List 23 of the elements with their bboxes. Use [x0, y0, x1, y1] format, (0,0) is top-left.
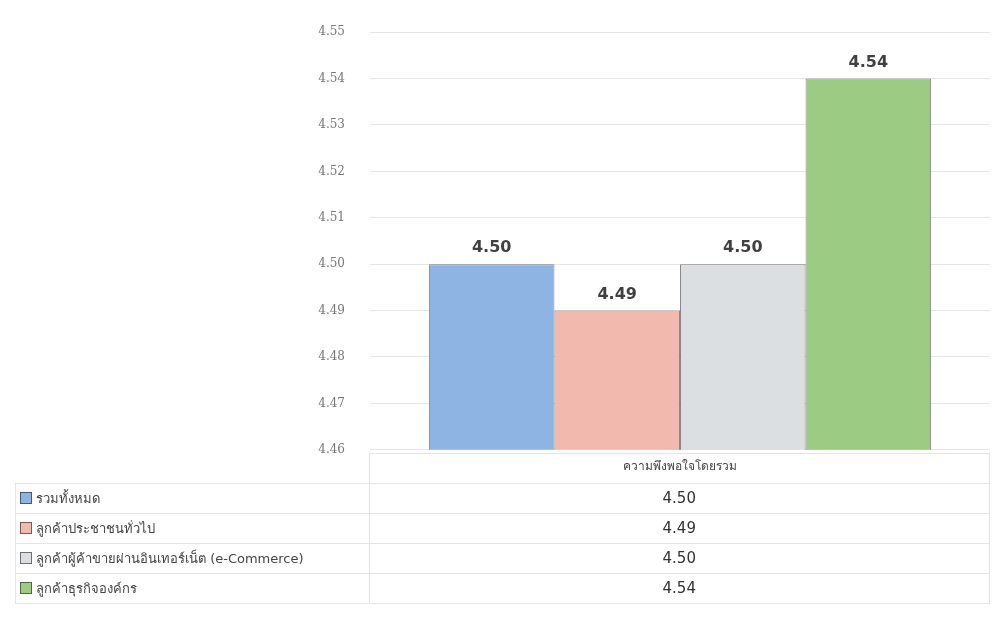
x-tick-label: ความพึงพอใจโดยรวม: [623, 459, 737, 474]
text: 4.50: [662, 549, 696, 567]
legend-label: รวมทั้งหมด: [15, 483, 369, 513]
y-tick-label: 4.51: [318, 209, 345, 224]
legend-label: ลูกค้าผู้ค้าขายผ่านอินเทอร์เน็ต (e-Commerce): [15, 543, 369, 573]
data-label: 4.50: [723, 237, 763, 257]
y-tick-label: 4.50: [318, 256, 345, 271]
data-label: 4.50: [471, 237, 512, 257]
y-tick-label: 4.52: [318, 163, 345, 178]
text: 4.54: [662, 579, 696, 597]
y-tick-label: 4.48: [318, 349, 345, 364]
y-tick-label: 4.53: [318, 117, 345, 132]
legend-label: ลูกค้าประชาชนทั่วไป: [15, 513, 369, 543]
text: 4.49: [662, 519, 696, 537]
data-label: 4.49: [597, 283, 637, 303]
data-label: 4.54: [848, 51, 889, 71]
y-tick-label: 4.47: [318, 395, 345, 410]
y-tick-label: 4.46: [318, 441, 345, 456]
y-tick-label: 4.49: [318, 302, 345, 317]
legend-label: ลูกค้าธุรกิจองค์กร: [15, 573, 369, 603]
y-tick-label: 4.54: [318, 70, 346, 85]
y-tick-label: 4.55: [318, 24, 345, 39]
text: 4.50: [662, 489, 696, 507]
